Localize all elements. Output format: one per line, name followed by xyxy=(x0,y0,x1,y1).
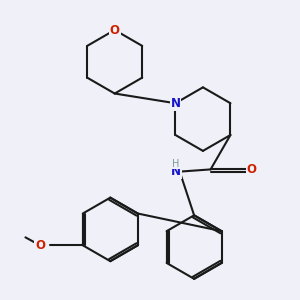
Text: O: O xyxy=(110,23,120,37)
Text: H: H xyxy=(172,159,180,169)
Text: O: O xyxy=(35,239,45,252)
Text: N: N xyxy=(170,97,180,110)
Text: O: O xyxy=(247,163,256,176)
Text: N: N xyxy=(171,165,181,178)
